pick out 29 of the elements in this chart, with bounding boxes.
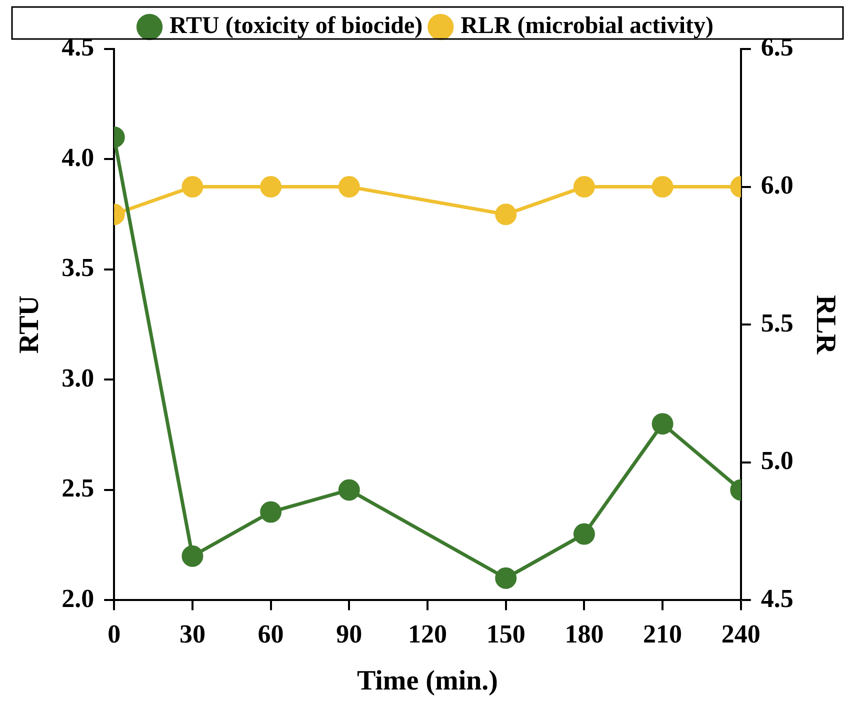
x-tick-label: 150 xyxy=(486,620,526,649)
y2-tick-label: 6.0 xyxy=(760,170,794,200)
point xyxy=(652,413,674,435)
x-tick-label: 180 xyxy=(564,620,604,649)
x-tick-label: 60 xyxy=(258,620,284,649)
y-axis-title: RTU xyxy=(14,296,46,354)
x-tick-label: 210 xyxy=(643,620,682,649)
x-tick-label: 90 xyxy=(336,620,362,649)
point xyxy=(260,501,282,523)
y-tick-label: 3.5 xyxy=(62,253,94,282)
y-tick-label: 2.5 xyxy=(62,474,94,503)
point xyxy=(573,523,595,545)
point xyxy=(495,567,517,589)
x-tick-label: 0 xyxy=(108,620,121,649)
x-axis-title: Time (min.) xyxy=(356,665,498,696)
x-tick-label: 30 xyxy=(179,620,206,649)
y2-tick-label: 5.5 xyxy=(760,308,794,338)
y2-axis-title: RLR xyxy=(810,295,841,355)
legend-label: RLR (microbial activity) xyxy=(460,13,714,40)
x-tick-label: 120 xyxy=(408,620,447,649)
y-tick-label: 4.0 xyxy=(62,142,94,172)
legend-label: RTU (toxicity of biocide) xyxy=(170,13,423,40)
point xyxy=(338,479,360,501)
point xyxy=(182,545,204,567)
y-tick-label: 2.0 xyxy=(62,584,94,613)
y2-tick-label: 4.5 xyxy=(760,584,794,613)
x-tick-label: 240 xyxy=(721,620,760,649)
y2-tick-label: 5.0 xyxy=(760,446,794,476)
y-tick-label: 3.0 xyxy=(62,363,94,392)
